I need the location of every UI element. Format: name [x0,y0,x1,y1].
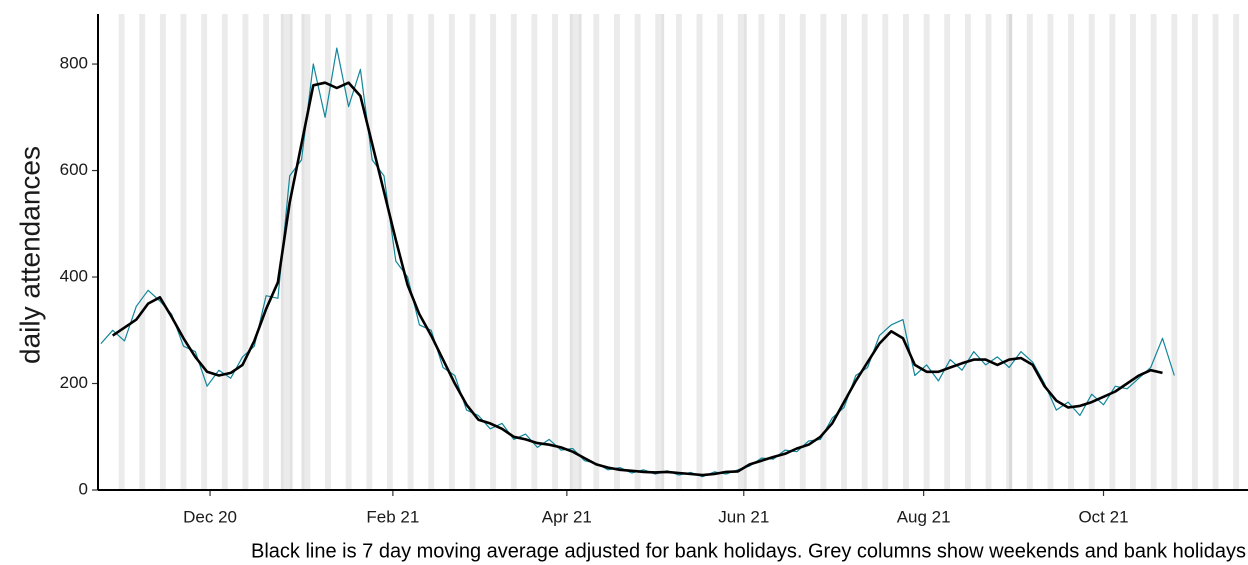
weekend-column [221,14,228,490]
weekend-column [1171,14,1178,490]
bank-holiday-column [1009,14,1013,490]
x-tick-label: Aug 21 [897,507,951,526]
caption: Black line is 7 day moving average adjus… [251,540,1246,562]
weekend-column [428,14,435,490]
y-axis-label: daily attendances [14,146,45,364]
weekend-column [903,14,909,490]
weekend-column [614,14,620,490]
weekend-column [634,14,641,490]
weekend-column [242,14,249,490]
weekend-column [510,14,517,490]
y-tick-label: 800 [60,54,88,73]
weekend-column [758,14,765,490]
weekend-column [1109,14,1116,490]
weekend-column [180,14,187,490]
weekend-column [490,14,497,490]
weekend-column [386,14,393,490]
weekend-column [985,14,992,490]
bank-holiday-column [569,14,573,490]
weekend-column [1047,14,1054,490]
weekend-column [799,14,806,490]
weekend-column [469,14,476,490]
bank-holiday-column [578,14,582,490]
weekend-column [675,14,682,490]
weekend-column [201,14,208,490]
y-tick-label: 400 [60,267,88,286]
x-tick-label: Dec 20 [183,507,237,526]
weekend-column [1233,14,1240,490]
series-line [111,81,1163,477]
weekend-column [696,14,703,490]
weekend-column [1026,14,1033,490]
weekend-column [593,14,600,490]
weekend-column [1068,14,1075,490]
weekend-column [820,14,827,490]
weekend-column [841,14,847,490]
weekend-column [964,14,971,490]
bank-holiday-column [661,14,665,490]
weekend-column [1088,14,1095,490]
weekend-column [552,14,558,490]
weekend-column [159,14,166,490]
weekend-column [325,14,331,490]
weekend-column [882,14,889,490]
bank-holiday-column [301,14,305,490]
weekend-column [407,14,414,490]
weekend-column [304,14,311,490]
weekend-column [861,14,868,490]
weekend-column [1191,14,1198,490]
x-tick-label: Feb 21 [366,507,419,526]
bank-holiday-column [289,14,293,490]
weekend-column [944,14,951,490]
weekend-column [1130,14,1136,490]
weekend-column [118,14,125,490]
x-tick-label: Jun 21 [718,507,769,526]
weekend-column [139,14,146,490]
weekend-column [717,14,724,490]
shading [118,14,1240,490]
x-tick-label: Apr 21 [542,507,592,526]
weekend-column [1150,14,1157,490]
weekend-column [572,14,579,490]
y-tick-label: 0 [79,479,88,498]
bank-holiday-column [743,14,747,490]
weekend-column [1212,14,1219,490]
weekend-column [923,14,930,490]
weekend-column [655,14,662,490]
y-tick-label: 600 [60,160,88,179]
weekend-column [779,14,786,490]
x-tick-label: Oct 21 [1078,507,1128,526]
weekend-column [366,14,373,490]
weekend-column [737,14,744,490]
weekend-column [263,14,270,490]
weekend-column [531,14,538,490]
weekend-column [448,14,455,490]
weekend-column [283,14,290,490]
y-tick-label: 200 [60,373,88,392]
weekend-column [345,14,352,490]
